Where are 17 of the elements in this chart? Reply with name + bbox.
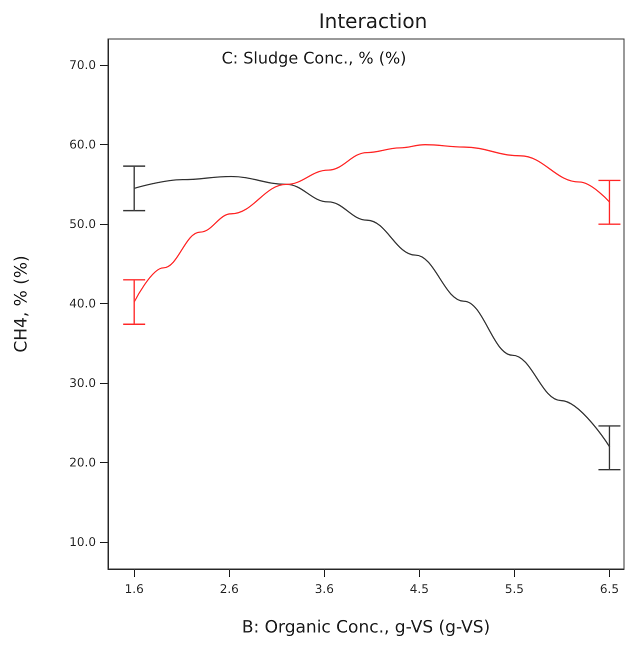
x-tick-label: 1.6	[124, 582, 144, 596]
chart-title: Interaction	[318, 9, 428, 33]
y-tick-label: 30.0	[69, 376, 96, 390]
x-tick-label: 5.5	[504, 582, 524, 596]
y-tick-label: 40.0	[69, 296, 96, 311]
annotation: C: Sludge Conc., % (%)	[222, 48, 406, 68]
x-tick-label: 2.6	[220, 582, 239, 596]
y-axis-title: CH4, % (%)	[12, 255, 32, 353]
y-tick-label: 10.0	[69, 534, 96, 549]
x-axis-title: B: Organic Conc., g-VS (g-VS)	[242, 618, 490, 638]
y-tick-label: 50.0	[69, 217, 96, 232]
x-tick-label: 3.6	[314, 582, 334, 596]
x-tick-label: 4.5	[410, 582, 429, 596]
y-tick-label: 20.0	[69, 456, 96, 470]
y-tick-label: 60.0	[69, 138, 96, 152]
x-tick-label: 6.5	[600, 582, 619, 596]
y-tick-label: 70.0	[69, 58, 96, 72]
